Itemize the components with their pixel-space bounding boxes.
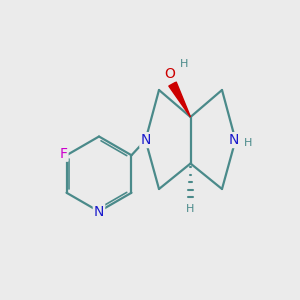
Text: N: N	[140, 133, 151, 147]
Text: N: N	[229, 133, 239, 147]
Text: O: O	[164, 67, 175, 80]
Text: H: H	[180, 59, 189, 70]
Text: N: N	[94, 205, 104, 218]
Polygon shape	[169, 82, 190, 117]
Text: F: F	[59, 147, 68, 161]
Text: H: H	[244, 138, 252, 148]
Text: H: H	[186, 203, 195, 214]
